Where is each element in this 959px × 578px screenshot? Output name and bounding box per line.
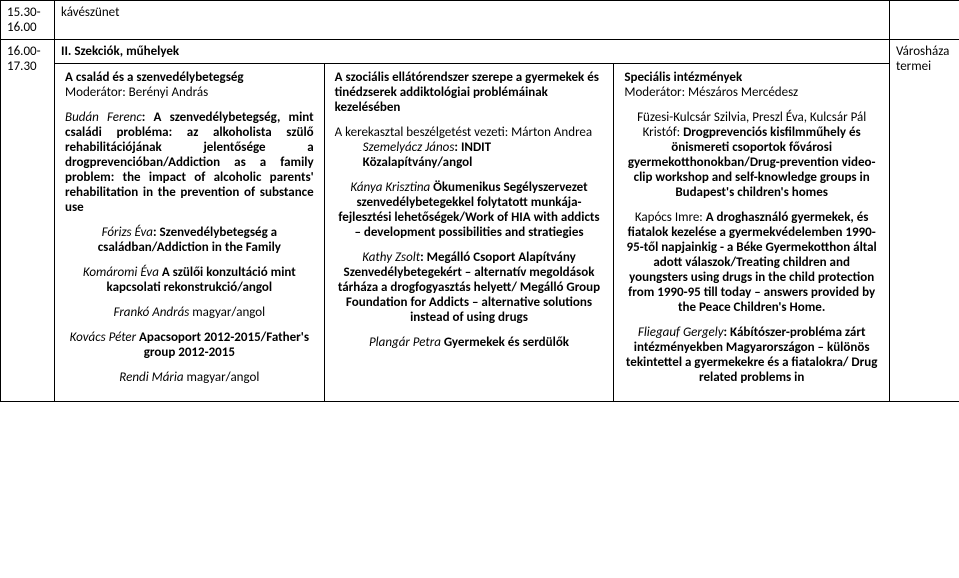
sessions-wrap: II. Szekciók, műhelyek A család és a sze… xyxy=(55,40,890,402)
speaker: Kathy Zsolt xyxy=(362,250,420,265)
speaker: Budán Ferenc xyxy=(65,110,142,125)
col3-title: Speciális intézmények xyxy=(624,70,879,85)
session-col-1: A család és a szenvedélybetegség Moderát… xyxy=(55,64,325,401)
talk: A droghasználó gyermekek, és fiatalok ke… xyxy=(627,210,877,315)
speaker: Kovács Péter xyxy=(70,330,139,345)
right-cell-empty xyxy=(890,1,959,40)
session-col-3: Speciális intézmények Moderátor: Mészáro… xyxy=(614,64,889,401)
talk: magyar/angol xyxy=(189,305,265,320)
schedule-table: 15.30-16.00 kávészünet 16.00-17.30 II. S… xyxy=(0,0,959,402)
col1-title: A család és a szenvedélybetegség xyxy=(65,70,314,85)
row-sessions: 16.00-17.30 II. Szekciók, műhelyek A csa… xyxy=(1,40,959,402)
col2-p1: A kerekasztal beszélgetést vezeti: Márto… xyxy=(335,125,604,140)
session-col-2: A szociális ellátórendszer szerepe a gye… xyxy=(325,64,615,401)
speaker: Kánya Krisztina xyxy=(350,180,433,195)
talk: magyar/angol xyxy=(184,370,260,385)
talk: : A szenvedélybetegség, mint családi pro… xyxy=(65,110,314,215)
col2-title: A szociális ellátórendszer szerepe a gye… xyxy=(335,70,604,115)
speaker: Frankó András xyxy=(114,305,190,320)
break-label: kávészünet xyxy=(55,1,890,40)
time-cell: 15.30-16.00 xyxy=(1,1,55,40)
speaker: Fliegauf Gergely xyxy=(638,325,724,340)
col1-moderator: Moderátor: Berényi András xyxy=(65,85,314,100)
speaker: Szemelyácz János xyxy=(363,140,455,155)
speaker: Rendi Mária xyxy=(119,370,183,385)
right-venue: Városháza termei xyxy=(890,40,959,402)
speaker: Komáromi Éva xyxy=(83,265,162,280)
sessions-header: II. Szekciók, műhelyek xyxy=(55,40,889,64)
speaker: Plangár Petra xyxy=(369,335,444,350)
time-cell: 16.00-17.30 xyxy=(1,40,55,402)
speaker: Kapócs Imre: xyxy=(635,210,706,225)
speaker: Fórizs Éva xyxy=(102,225,153,240)
col3-moderator: Moderátor: Mészáros Mercédesz xyxy=(624,85,879,100)
talk: Apacsoport 2012-2015/Father's group 2012… xyxy=(139,330,309,360)
row-break: 15.30-16.00 kávészünet xyxy=(1,1,959,40)
talk: Gyermekek és serdülők xyxy=(444,335,569,350)
